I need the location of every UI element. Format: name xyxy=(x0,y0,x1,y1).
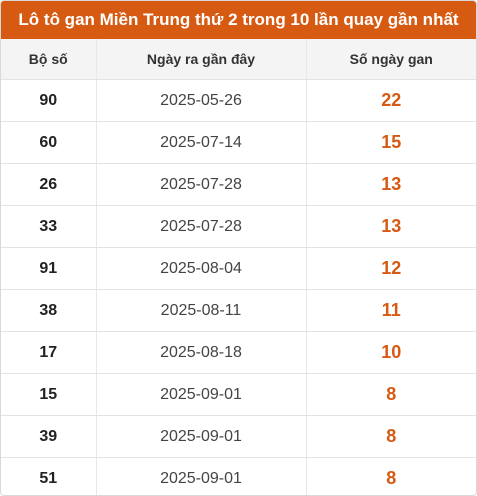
row-number: 17 xyxy=(1,331,96,374)
row-date: 2025-07-28 xyxy=(95,163,306,206)
row-days: 8 xyxy=(305,373,476,416)
row-date: 2025-07-14 xyxy=(95,121,306,164)
row-date: 2025-08-11 xyxy=(95,289,306,332)
row-days: 15 xyxy=(305,121,476,164)
table-row: 26 2025-07-28 13 xyxy=(1,163,476,206)
table-row: 38 2025-08-11 11 xyxy=(1,289,476,332)
row-number: 38 xyxy=(1,289,96,332)
table-header: Bộ số Ngày ra gần đây Số ngày gan xyxy=(1,39,476,80)
row-number: 51 xyxy=(39,469,58,487)
column-header-number: Bộ số xyxy=(1,39,96,80)
row-days: 11 xyxy=(305,289,476,332)
row-date: 2025-07-28 xyxy=(95,205,306,248)
row-days: 8 xyxy=(305,457,476,495)
header-row: Bộ số Ngày ra gần đây Số ngày gan xyxy=(1,39,476,80)
table-row: 51 2025-09-01 8 xyxy=(1,457,476,495)
row-number: 91 xyxy=(1,247,96,290)
row-number: 39 xyxy=(1,415,96,458)
table-row: 15 2025-09-01 8 xyxy=(1,373,476,416)
column-header-days: Số ngày gan xyxy=(305,39,476,80)
row-days: 22 xyxy=(305,79,476,122)
row-days: 10 xyxy=(305,331,476,374)
row-days: 12 xyxy=(305,247,476,290)
table-row: 60 2025-07-14 15 xyxy=(1,121,476,164)
row-days: 13 xyxy=(305,205,476,248)
row-number: 60 xyxy=(1,121,96,164)
row-date: 2025-08-18 xyxy=(95,331,306,374)
row-date: 2025-08-04 xyxy=(95,247,306,290)
table-row: 17 2025-08-18 10 xyxy=(1,331,476,374)
page-title: Lô tô gan Miền Trung thứ 2 trong 10 lần … xyxy=(1,1,476,39)
row-days: 13 xyxy=(305,163,476,206)
table-row: 91 2025-08-04 12 xyxy=(1,247,476,290)
table-body: 90 2025-05-26 22 60 2025-07-14 15 26 202… xyxy=(1,79,476,495)
row-number: 15 xyxy=(1,373,96,416)
table-row: 33 2025-07-28 13 xyxy=(1,205,476,248)
table-row: 90 2025-05-26 22 xyxy=(1,79,476,122)
table-row: 39 2025-09-01 8 xyxy=(1,415,476,458)
row-date: 2025-09-01 xyxy=(95,415,306,458)
row-date: 2025-09-01 xyxy=(95,457,306,495)
row-date: 2025-05-26 xyxy=(95,79,306,122)
row-days: 8 xyxy=(305,415,476,458)
row-number: 33 xyxy=(1,205,96,248)
column-header-date: Ngày ra gần đây xyxy=(95,39,306,80)
row-number: 90 xyxy=(1,79,96,122)
gan-table: Bộ số Ngày ra gần đây Số ngày gan 90 202… xyxy=(1,39,476,495)
row-number: 26 xyxy=(1,163,96,206)
row-date: 2025-09-01 xyxy=(95,373,306,416)
